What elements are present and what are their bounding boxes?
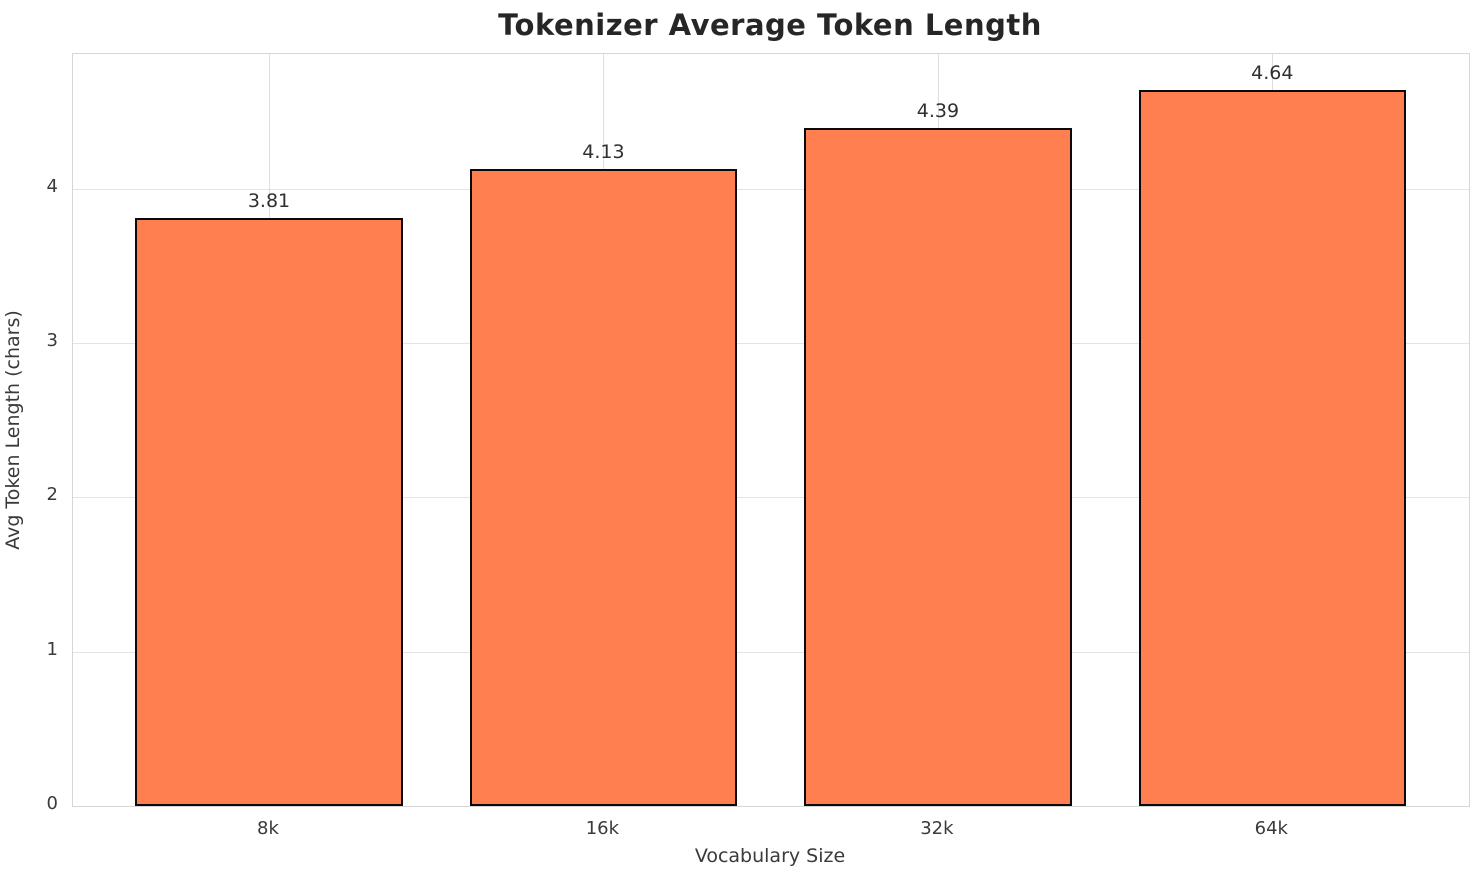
x-tick-label-16k: 16k [585, 818, 620, 839]
bar-value-label: 4.64 [1251, 61, 1294, 84]
bar-value-label: 4.39 [916, 100, 960, 123]
bar-64k [1138, 89, 1407, 806]
horizontal-gridline [73, 651, 1469, 653]
bar-8k [135, 217, 403, 806]
bar-value-label: 4.13 [582, 140, 625, 163]
x-tick-label-8k: 8k [257, 818, 279, 839]
y-tick-label: 0 [46, 793, 58, 814]
bar-value-label: 3.81 [247, 189, 291, 212]
horizontal-gridline [73, 188, 1469, 190]
bar-16k [469, 168, 738, 806]
y-tick-label: 2 [46, 484, 58, 506]
y-tick-label: 4 [46, 175, 58, 197]
x-tick-label-64k: 64k [1254, 818, 1288, 839]
chart-title: Tokenizer Average Token Length [498, 8, 1042, 42]
horizontal-gridline [73, 342, 1469, 344]
y-tick-label: 1 [46, 638, 58, 660]
bar-32k [804, 128, 1072, 806]
y-axis-title: Avg Token Length (chars) [2, 310, 24, 550]
plot-area: 3.81 4.13 4.39 4.64 [72, 53, 1470, 807]
horizontal-gridline [73, 497, 1469, 499]
y-tick-label: 3 [46, 329, 58, 351]
x-axis-title: Vocabulary Size [694, 845, 846, 867]
x-tick-label-32k: 32k [920, 818, 954, 839]
